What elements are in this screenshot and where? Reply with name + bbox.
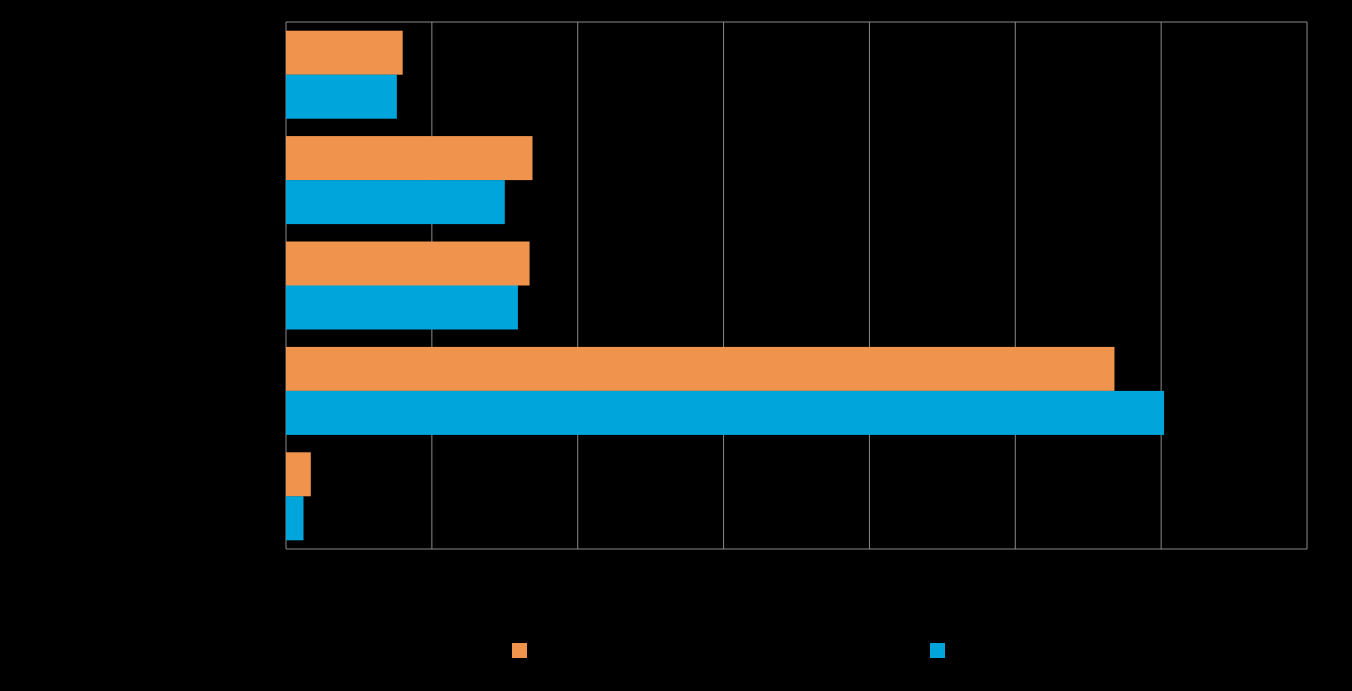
bar bbox=[286, 496, 304, 541]
bar bbox=[286, 285, 518, 330]
bar bbox=[286, 390, 1165, 435]
legend-swatch bbox=[930, 643, 945, 658]
bar bbox=[286, 452, 311, 497]
bar bbox=[286, 30, 403, 75]
bar bbox=[286, 136, 533, 181]
bar bbox=[286, 74, 397, 119]
bar bbox=[286, 180, 505, 225]
bar bbox=[286, 346, 1115, 391]
legend-swatch bbox=[512, 643, 527, 658]
bar bbox=[286, 241, 530, 286]
